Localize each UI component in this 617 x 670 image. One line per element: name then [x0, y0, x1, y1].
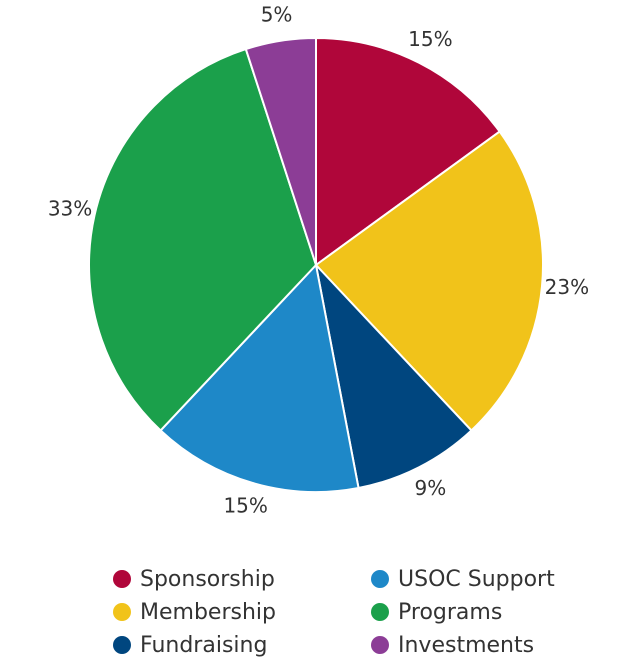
legend-marker — [371, 636, 389, 654]
pie-slice — [88, 47, 318, 432]
data-label: 23% — [545, 275, 589, 299]
legend-label: Fundraising — [140, 633, 267, 658]
pie-slice — [315, 36, 502, 267]
legend-label: Membership — [140, 600, 276, 625]
legend-marker — [371, 603, 389, 621]
legend-label: Programs — [398, 600, 502, 625]
legend-marker — [113, 570, 131, 588]
data-label: 9% — [415, 476, 447, 500]
legend-marker — [113, 603, 131, 621]
legend-label: Sponsorship — [140, 567, 275, 592]
legend-marker — [113, 636, 131, 654]
data-label: 15% — [408, 27, 452, 51]
legend-label: USOC Support — [398, 567, 555, 592]
pie-slice — [159, 262, 360, 493]
data-label: 5% — [261, 3, 293, 27]
legend-label: Investments — [398, 633, 534, 658]
pie-slice — [314, 130, 544, 432]
legend-marker — [371, 570, 389, 588]
data-label: 33% — [48, 197, 92, 221]
pie-slice — [314, 261, 473, 490]
pie-slice — [244, 36, 317, 266]
data-label: 15% — [223, 493, 267, 517]
